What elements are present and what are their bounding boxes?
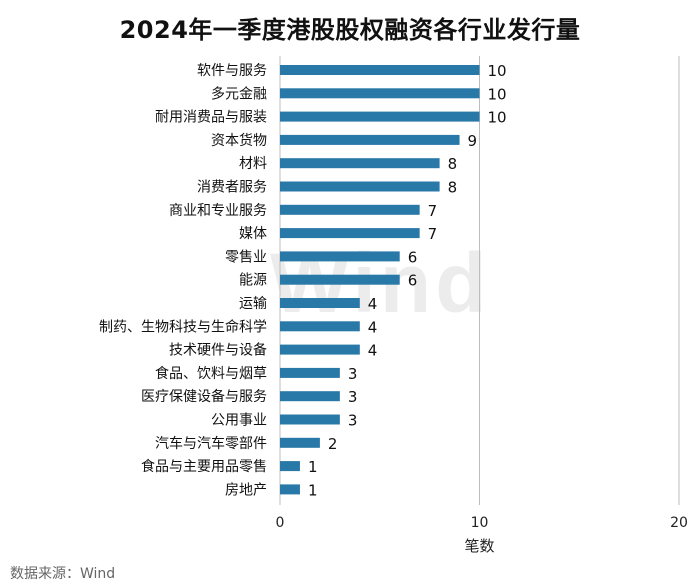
bar [280,65,480,75]
category-label: 医疗保健设备与服务 [141,388,267,405]
value-label: 1 [308,481,318,499]
bar [280,251,400,262]
chart-title: 2024年一季度港股股权融资各行业发行量 [119,16,581,44]
value-label: 4 [368,342,378,360]
value-label: 8 [448,179,458,197]
x-axis-label: 笔数 [464,537,494,555]
category-label: 汽车与汽车零部件 [155,435,267,452]
value-label: 6 [408,272,418,290]
value-label: 6 [408,248,418,266]
category-label: 媒体 [239,226,267,242]
bar [280,204,420,215]
bar [280,321,360,332]
category-label: 制药、生物科技与生命科学 [99,318,267,335]
category-label: 公用事业 [211,413,267,429]
value-label: 4 [368,295,378,313]
value-label: 4 [368,318,378,336]
value-label: 3 [348,388,358,406]
bar [280,414,340,425]
bar [280,461,300,472]
value-label: 2 [328,435,338,453]
bar [280,298,360,308]
category-label: 技术硬件与设备 [169,342,267,359]
value-label: 7 [428,202,438,220]
category-label: 软件与服务 [197,63,267,79]
category-label: 零售业 [225,249,267,265]
category-label: 资本货物 [211,132,267,149]
category-label: 食品、饮料与烟草 [155,365,267,382]
bar [280,228,420,239]
bar [280,111,480,122]
bar [280,367,340,378]
value-label: 3 [348,412,358,430]
bar [280,437,320,448]
category-label: 食品与主要用品零售 [141,458,267,475]
category-label: 商业和专业服务 [169,203,267,219]
source-note: 数据来源：Wind [10,566,116,582]
bar [280,158,440,169]
bar [280,181,440,192]
value-label: 3 [348,365,358,383]
bar [280,344,360,355]
value-label: 1 [308,458,318,476]
x-tick-label: 10 [471,515,489,531]
bar [280,484,300,495]
value-label: 10 [488,62,507,80]
x-tick-label: 20 [670,515,688,531]
category-label: 房地产 [225,482,267,498]
bar [280,391,340,402]
category-label: 消费者服务 [197,180,267,196]
value-label: 9 [468,132,478,150]
category-label: 多元金融 [211,85,267,102]
value-label: 7 [428,225,438,243]
value-label: 10 [488,109,507,127]
bar [280,274,400,285]
category-label: 耐用消费品与服装 [155,110,267,126]
value-label: 8 [448,155,458,173]
value-label: 10 [488,85,507,103]
category-label: 能源 [239,273,267,289]
bar [280,134,460,145]
x-tick-label: 0 [276,515,285,531]
bar [280,88,480,99]
category-label: 运输 [239,296,267,312]
category-label: 材料 [239,156,267,172]
